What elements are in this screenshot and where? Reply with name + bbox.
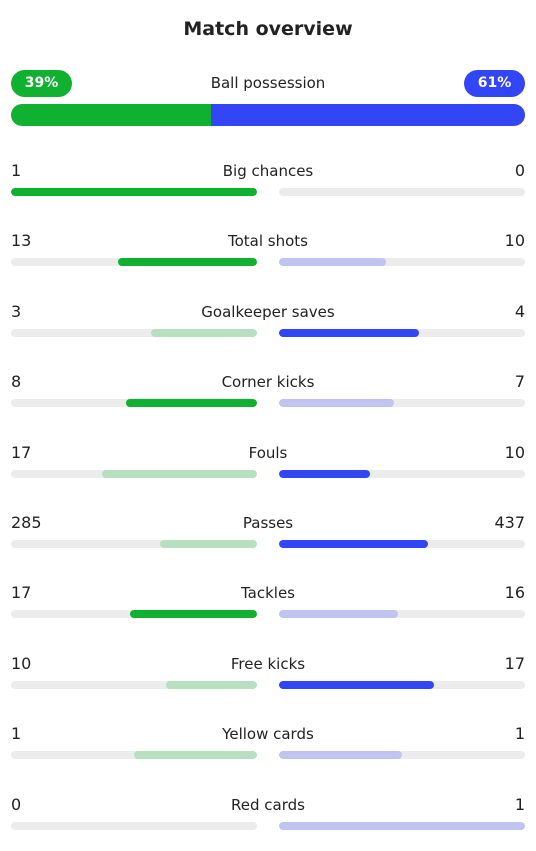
home-stat-bar	[151, 328, 257, 337]
away-stat-value: 16	[504, 583, 525, 603]
away-stat-value: 7	[514, 372, 525, 392]
home-stat-track	[11, 258, 257, 267]
stat-row: 10 Free kicks 17	[11, 653, 525, 695]
away-stat-bar	[279, 399, 394, 408]
stat-label: Tackles	[240, 584, 296, 603]
away-stat-bar	[279, 610, 399, 619]
away-stat-value: 1	[514, 724, 525, 744]
away-stat-bar	[279, 821, 525, 830]
away-stat-bar	[279, 469, 371, 478]
away-stat-bar	[279, 258, 386, 267]
home-stat-track	[11, 399, 257, 408]
away-stat-bar	[279, 328, 420, 337]
home-stat-bar	[159, 540, 257, 548]
stat-row: 1 Yellow cards 1	[11, 723, 525, 765]
home-stat-value: 13	[11, 231, 32, 251]
home-stat-value: 1	[11, 161, 22, 180]
away-stat-track	[279, 540, 525, 548]
home-stat-track	[11, 469, 257, 478]
away-stat-bar	[279, 540, 428, 548]
home-stat-value: 0	[11, 794, 22, 814]
stat-row: 17 Fouls 10	[11, 442, 525, 484]
stat-label: Corner kicks	[221, 373, 315, 392]
home-stat-bar	[130, 610, 257, 619]
page-title: Match overview	[183, 18, 353, 40]
away-stat-value: 1	[514, 794, 525, 814]
stat-label: Free kicks	[230, 654, 306, 673]
stat-row: 17 Tackles 16	[11, 582, 525, 624]
home-stat-track	[11, 751, 257, 760]
away-stat-track	[279, 610, 525, 619]
home-stat-bar	[125, 399, 257, 408]
stat-row: 3 Goalkeeper saves 4	[11, 301, 525, 343]
home-stat-track	[11, 188, 257, 196]
home-stat-bar	[118, 258, 257, 267]
away-stat-track	[279, 188, 525, 196]
home-stat-value: 8	[11, 372, 22, 392]
home-possession-segment	[11, 104, 212, 126]
possession-bar	[11, 104, 525, 126]
home-stat-value: 10	[11, 653, 32, 673]
stat-row: 13 Total shots 10	[11, 230, 525, 272]
home-stat-value: 3	[11, 301, 22, 321]
stat-row: 285 Passes 437	[11, 512, 525, 554]
stat-label: Fouls	[248, 443, 288, 462]
away-stat-value: 4	[514, 301, 525, 321]
stat-label: Ball possession	[210, 74, 326, 92]
away-stat-track	[279, 399, 525, 408]
away-stat-value: 17	[504, 653, 525, 673]
home-stat-track	[11, 610, 257, 619]
home-stat-track	[11, 821, 257, 830]
stat-row: 8 Corner kicks 7	[11, 371, 525, 413]
away-stat-value: 0	[514, 161, 525, 180]
away-stat-bar	[279, 751, 402, 760]
stat-label: Red cards	[231, 795, 305, 814]
away-stat-bar	[279, 680, 434, 689]
stat-label: Big chances	[222, 162, 314, 180]
away-stat-track	[279, 751, 525, 760]
home-stat-track	[11, 540, 257, 548]
away-possession-badge: 61%	[464, 70, 525, 97]
away-stat-track	[279, 258, 525, 267]
home-stat-track	[11, 328, 257, 337]
home-stat-value: 1	[11, 724, 22, 744]
home-possession-badge: 39%	[11, 70, 72, 97]
home-stat-value: 17	[11, 583, 32, 603]
away-stat-value: 437	[494, 513, 525, 532]
home-stat-track	[11, 680, 257, 689]
home-stat-bar	[134, 751, 257, 760]
away-stat-track	[279, 821, 525, 830]
away-stat-track	[279, 328, 525, 337]
home-stat-bar	[102, 469, 257, 478]
home-stat-value: 17	[11, 442, 32, 462]
away-stat-track	[279, 680, 525, 689]
away-stat-value: 10	[504, 231, 525, 251]
stat-row: 1 Big chances 0	[11, 160, 525, 202]
stat-label: Passes	[242, 514, 294, 532]
stat-label: Total shots	[228, 232, 308, 251]
home-stat-bar	[11, 188, 257, 196]
stat-row: 0 Red cards 1	[11, 794, 525, 836]
home-stat-value: 285	[11, 513, 42, 532]
away-stat-track	[279, 469, 525, 478]
ball-possession-row: 39% Ball possession 61%	[11, 70, 525, 130]
stat-label: Yellow cards	[222, 725, 314, 744]
home-stat-bar	[165, 680, 257, 689]
away-stat-value: 10	[504, 442, 525, 462]
away-possession-segment	[211, 104, 525, 126]
stat-label: Goalkeeper saves	[201, 302, 335, 321]
